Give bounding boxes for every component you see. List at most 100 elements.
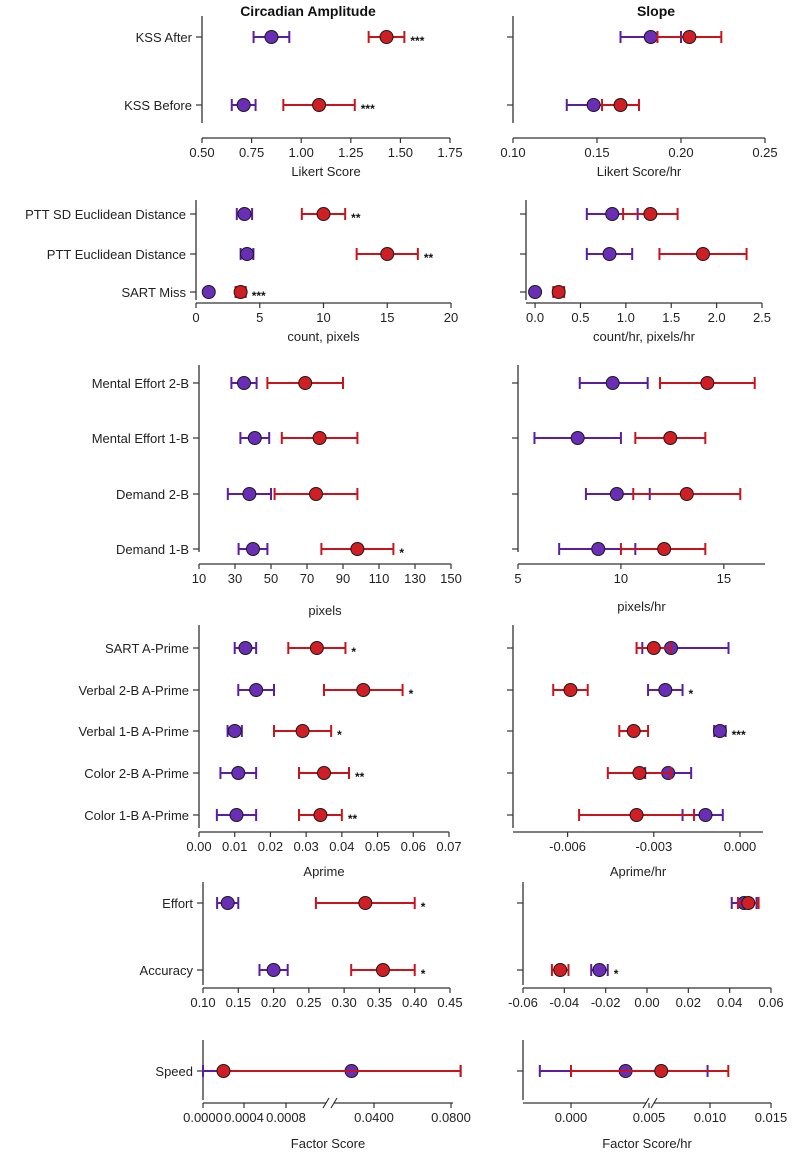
significance-marker: * bbox=[614, 967, 619, 981]
x-tick-label: 150 bbox=[440, 571, 462, 586]
x-tick-label: 0.10 bbox=[190, 995, 215, 1010]
x-tick-label: 5 bbox=[514, 571, 521, 586]
significance-marker: * bbox=[409, 687, 414, 701]
data-point-purple bbox=[570, 431, 585, 445]
category-label: Accuracy bbox=[140, 963, 194, 978]
x-tick-label: 0.15 bbox=[226, 995, 251, 1010]
data-point-red bbox=[657, 542, 672, 556]
category-label: Mental Effort 1-B bbox=[92, 431, 189, 446]
category-label: Demand 1-B bbox=[116, 542, 189, 557]
x-axis-label: Aprime/hr bbox=[610, 864, 667, 879]
x-tick-label: 0.25 bbox=[296, 995, 321, 1010]
x-tick-label: 15 bbox=[380, 310, 394, 325]
category-label: Verbal 1-B A-Prime bbox=[78, 724, 189, 739]
x-tick-label: 0.04 bbox=[717, 995, 742, 1010]
x-tick-label: -0.02 bbox=[591, 995, 621, 1010]
category-label: Effort bbox=[162, 896, 193, 911]
category-label: Mental Effort 2-B bbox=[92, 376, 189, 391]
data-point-purple bbox=[240, 247, 254, 261]
x-tick-label: 0.0 bbox=[526, 310, 544, 325]
data-point-purple bbox=[602, 247, 617, 261]
x-tick-label: 0.0800 bbox=[431, 1110, 471, 1125]
data-point-purple bbox=[712, 724, 727, 738]
data-point-purple bbox=[605, 376, 620, 390]
x-tick-label: 0.0008 bbox=[266, 1110, 306, 1125]
data-point-red bbox=[679, 487, 694, 501]
data-point-red bbox=[626, 724, 641, 738]
x-tick-label: 0.15 bbox=[584, 145, 609, 160]
panel-7-left: 0.00 0.01 0.02 0.03 0.04 0.05 0.06 0.07 Aprime SA… bbox=[78, 625, 462, 879]
data-point-red bbox=[629, 808, 644, 822]
data-point-purple bbox=[237, 207, 252, 221]
x-tick-label: 1.0 bbox=[617, 310, 635, 325]
data-point-purple bbox=[247, 431, 262, 445]
x-tick-label: 0.0004 bbox=[224, 1110, 264, 1125]
x-axis-label: Aprime bbox=[303, 864, 344, 879]
x-tick-label: 50 bbox=[264, 571, 278, 586]
data-point-purple bbox=[592, 963, 607, 977]
data-point-purple bbox=[242, 487, 257, 501]
x-tick-label: 90 bbox=[336, 571, 350, 586]
category-label: SART Miss bbox=[121, 285, 186, 300]
data-point-red bbox=[356, 683, 371, 697]
data-point-purple bbox=[227, 724, 242, 738]
significance-marker: *** bbox=[252, 289, 266, 303]
significance-marker: * bbox=[689, 687, 694, 701]
significance-marker: * bbox=[421, 967, 426, 981]
x-tick-label: 0.00 bbox=[634, 995, 659, 1010]
x-tick-label: 0.50 bbox=[189, 145, 214, 160]
x-tick-label: 0.02 bbox=[676, 995, 701, 1010]
data-point-red bbox=[741, 896, 756, 910]
panel-2-right: 0.10 0.15 0.20 0.25 Likert Score/hr bbox=[500, 16, 778, 179]
title-left: Circadian Amplitude bbox=[240, 3, 376, 19]
x-tick-label: 10 bbox=[614, 571, 628, 586]
data-point-purple bbox=[237, 376, 251, 390]
data-point-purple bbox=[528, 285, 543, 299]
x-tick-label: 0.20 bbox=[261, 995, 286, 1010]
significance-marker: *** bbox=[732, 728, 746, 742]
x-tick-label: 0.000 bbox=[724, 839, 757, 854]
x-axis-label: Factor Score bbox=[291, 1136, 365, 1151]
data-point-red bbox=[317, 766, 331, 780]
data-point-purple bbox=[264, 30, 279, 44]
x-tick-label: 0.01 bbox=[222, 839, 247, 854]
x-tick-label: 0.000 bbox=[555, 1110, 588, 1125]
x-axis-label: pixels bbox=[308, 603, 342, 618]
x-tick-label: 0.015 bbox=[755, 1110, 788, 1125]
x-tick-label: 0.06 bbox=[401, 839, 426, 854]
data-point-purple bbox=[698, 808, 713, 822]
title-right: Slope bbox=[637, 3, 675, 19]
category-label: SART A-Prime bbox=[105, 641, 189, 656]
x-tick-label: 10 bbox=[316, 310, 330, 325]
panel-5-left: 10 30 50 70 90 110 130 150 pixels Mental Effort 2… bbox=[92, 365, 462, 618]
data-point-red bbox=[309, 641, 324, 655]
category-label: Speed bbox=[155, 1064, 193, 1079]
data-point-red bbox=[696, 247, 710, 261]
significance-marker: ** bbox=[424, 251, 434, 265]
category-label: KSS After bbox=[136, 30, 193, 45]
x-tick-label: 0.5 bbox=[571, 310, 589, 325]
x-tick-label: -0.003 bbox=[635, 839, 672, 854]
data-point-red bbox=[309, 487, 323, 501]
data-point-purple bbox=[609, 487, 624, 501]
x-tick-label: 0.00 bbox=[186, 839, 211, 854]
panel-12-right: 0.000 0.005 0.010 0.015 Factor Score/hr bbox=[517, 1040, 787, 1151]
x-axis-label: Factor Score/hr bbox=[602, 1136, 692, 1151]
x-axis-label: count/hr, pixels/hr bbox=[593, 329, 696, 344]
x-tick-label: 0.05 bbox=[365, 839, 390, 854]
data-point-purple bbox=[643, 30, 658, 44]
x-tick-label: 0.02 bbox=[258, 839, 283, 854]
data-point-red bbox=[613, 98, 628, 112]
data-point-red bbox=[350, 542, 365, 556]
x-tick-label: 0 bbox=[192, 310, 199, 325]
significance-marker: *** bbox=[361, 102, 375, 116]
x-tick-label: 0.10 bbox=[500, 145, 525, 160]
significance-marker: * bbox=[421, 900, 426, 914]
x-tick-label: 0.0000 bbox=[183, 1110, 223, 1125]
data-point-red bbox=[295, 724, 310, 738]
x-tick-label: 0.03 bbox=[293, 839, 318, 854]
x-tick-label: 1.25 bbox=[338, 145, 363, 160]
data-point-red bbox=[700, 376, 715, 390]
x-tick-label: 110 bbox=[369, 571, 390, 586]
